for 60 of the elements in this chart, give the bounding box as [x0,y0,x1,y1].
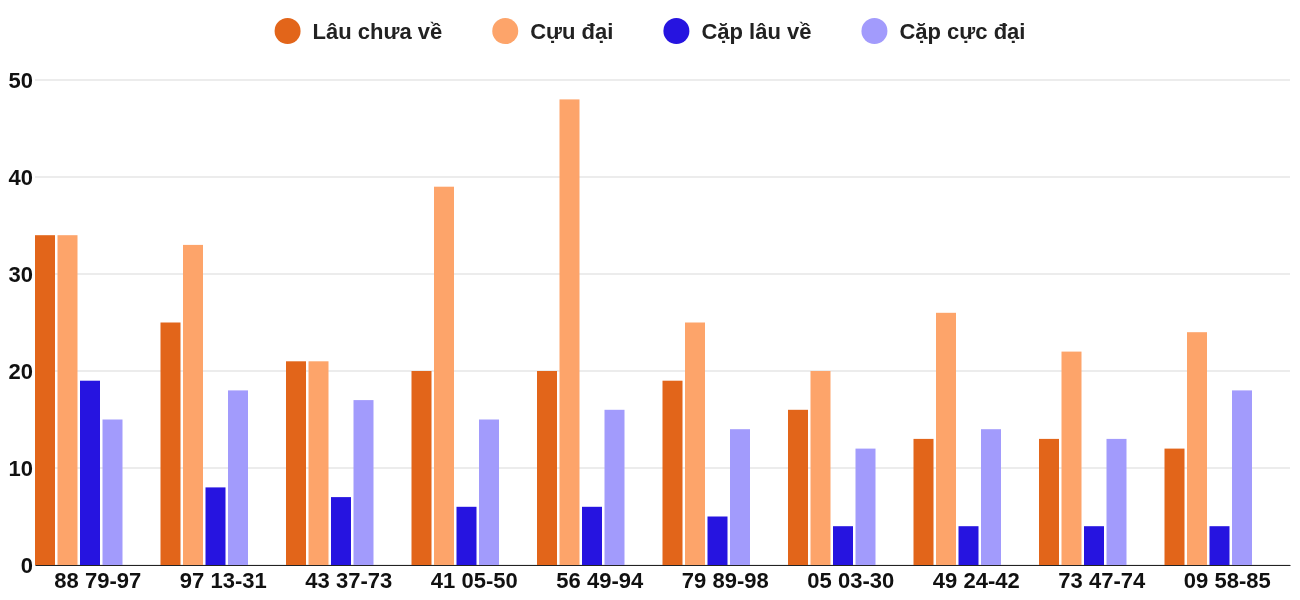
bar [1039,438,1059,565]
x-tick-label: 41 05-50 [430,567,518,593]
bar [833,526,853,565]
bar [183,244,203,565]
bar [1209,526,1230,565]
legend-label: Cặp lâu về [701,19,812,44]
x-tick-label: 79 89-98 [681,567,769,593]
bar [730,429,750,565]
x-tick-label: 56 49-94 [556,567,644,593]
bar [936,312,956,565]
bar [1232,390,1252,565]
bar [604,409,625,565]
bar [353,400,374,565]
bar [1106,438,1127,565]
bar [80,380,100,565]
bar [456,506,477,565]
bar [331,497,351,565]
bar [479,419,499,565]
bar [102,419,123,565]
bar [958,526,979,565]
bar [810,371,831,565]
bar [1164,448,1185,565]
x-tick-label: 43 37-73 [305,567,393,593]
x-tick-label: 97 13-31 [179,567,267,593]
bar [582,506,602,565]
bar [685,322,705,565]
bar [707,516,728,565]
bar [205,487,226,565]
bar [434,186,454,565]
bar [855,448,876,565]
legend-label: Cặp cực đại [899,19,1026,44]
x-tick-label: 09 58-85 [1183,567,1271,593]
bar [559,99,580,565]
bar [228,390,248,565]
y-tick-label: 50 [8,67,33,93]
x-tick-label: 05 03-30 [807,567,895,593]
bar [662,380,683,565]
bar [286,361,306,565]
legend-label: Lâu chưa về [312,19,443,44]
bar [537,371,557,565]
x-tick-label: 88 79-97 [54,567,142,593]
y-tick-label: 0 [20,552,33,578]
bar [788,409,808,565]
y-tick-label: 40 [8,164,33,190]
bar [57,235,78,565]
bar [160,322,181,565]
bar [1061,351,1082,565]
bar [35,235,55,565]
legend-label: Cựu đại [530,19,614,44]
y-tick-label: 20 [8,358,33,384]
bar [1187,332,1207,565]
bar [913,438,934,565]
bar [1084,526,1104,565]
y-tick-label: 30 [8,261,33,287]
bar [981,429,1001,565]
x-tick-label: 49 24-42 [932,567,1020,593]
bar [308,361,329,565]
bar [411,371,432,565]
y-tick-label: 10 [8,455,33,481]
x-tick-label: 73 47-74 [1058,567,1146,593]
